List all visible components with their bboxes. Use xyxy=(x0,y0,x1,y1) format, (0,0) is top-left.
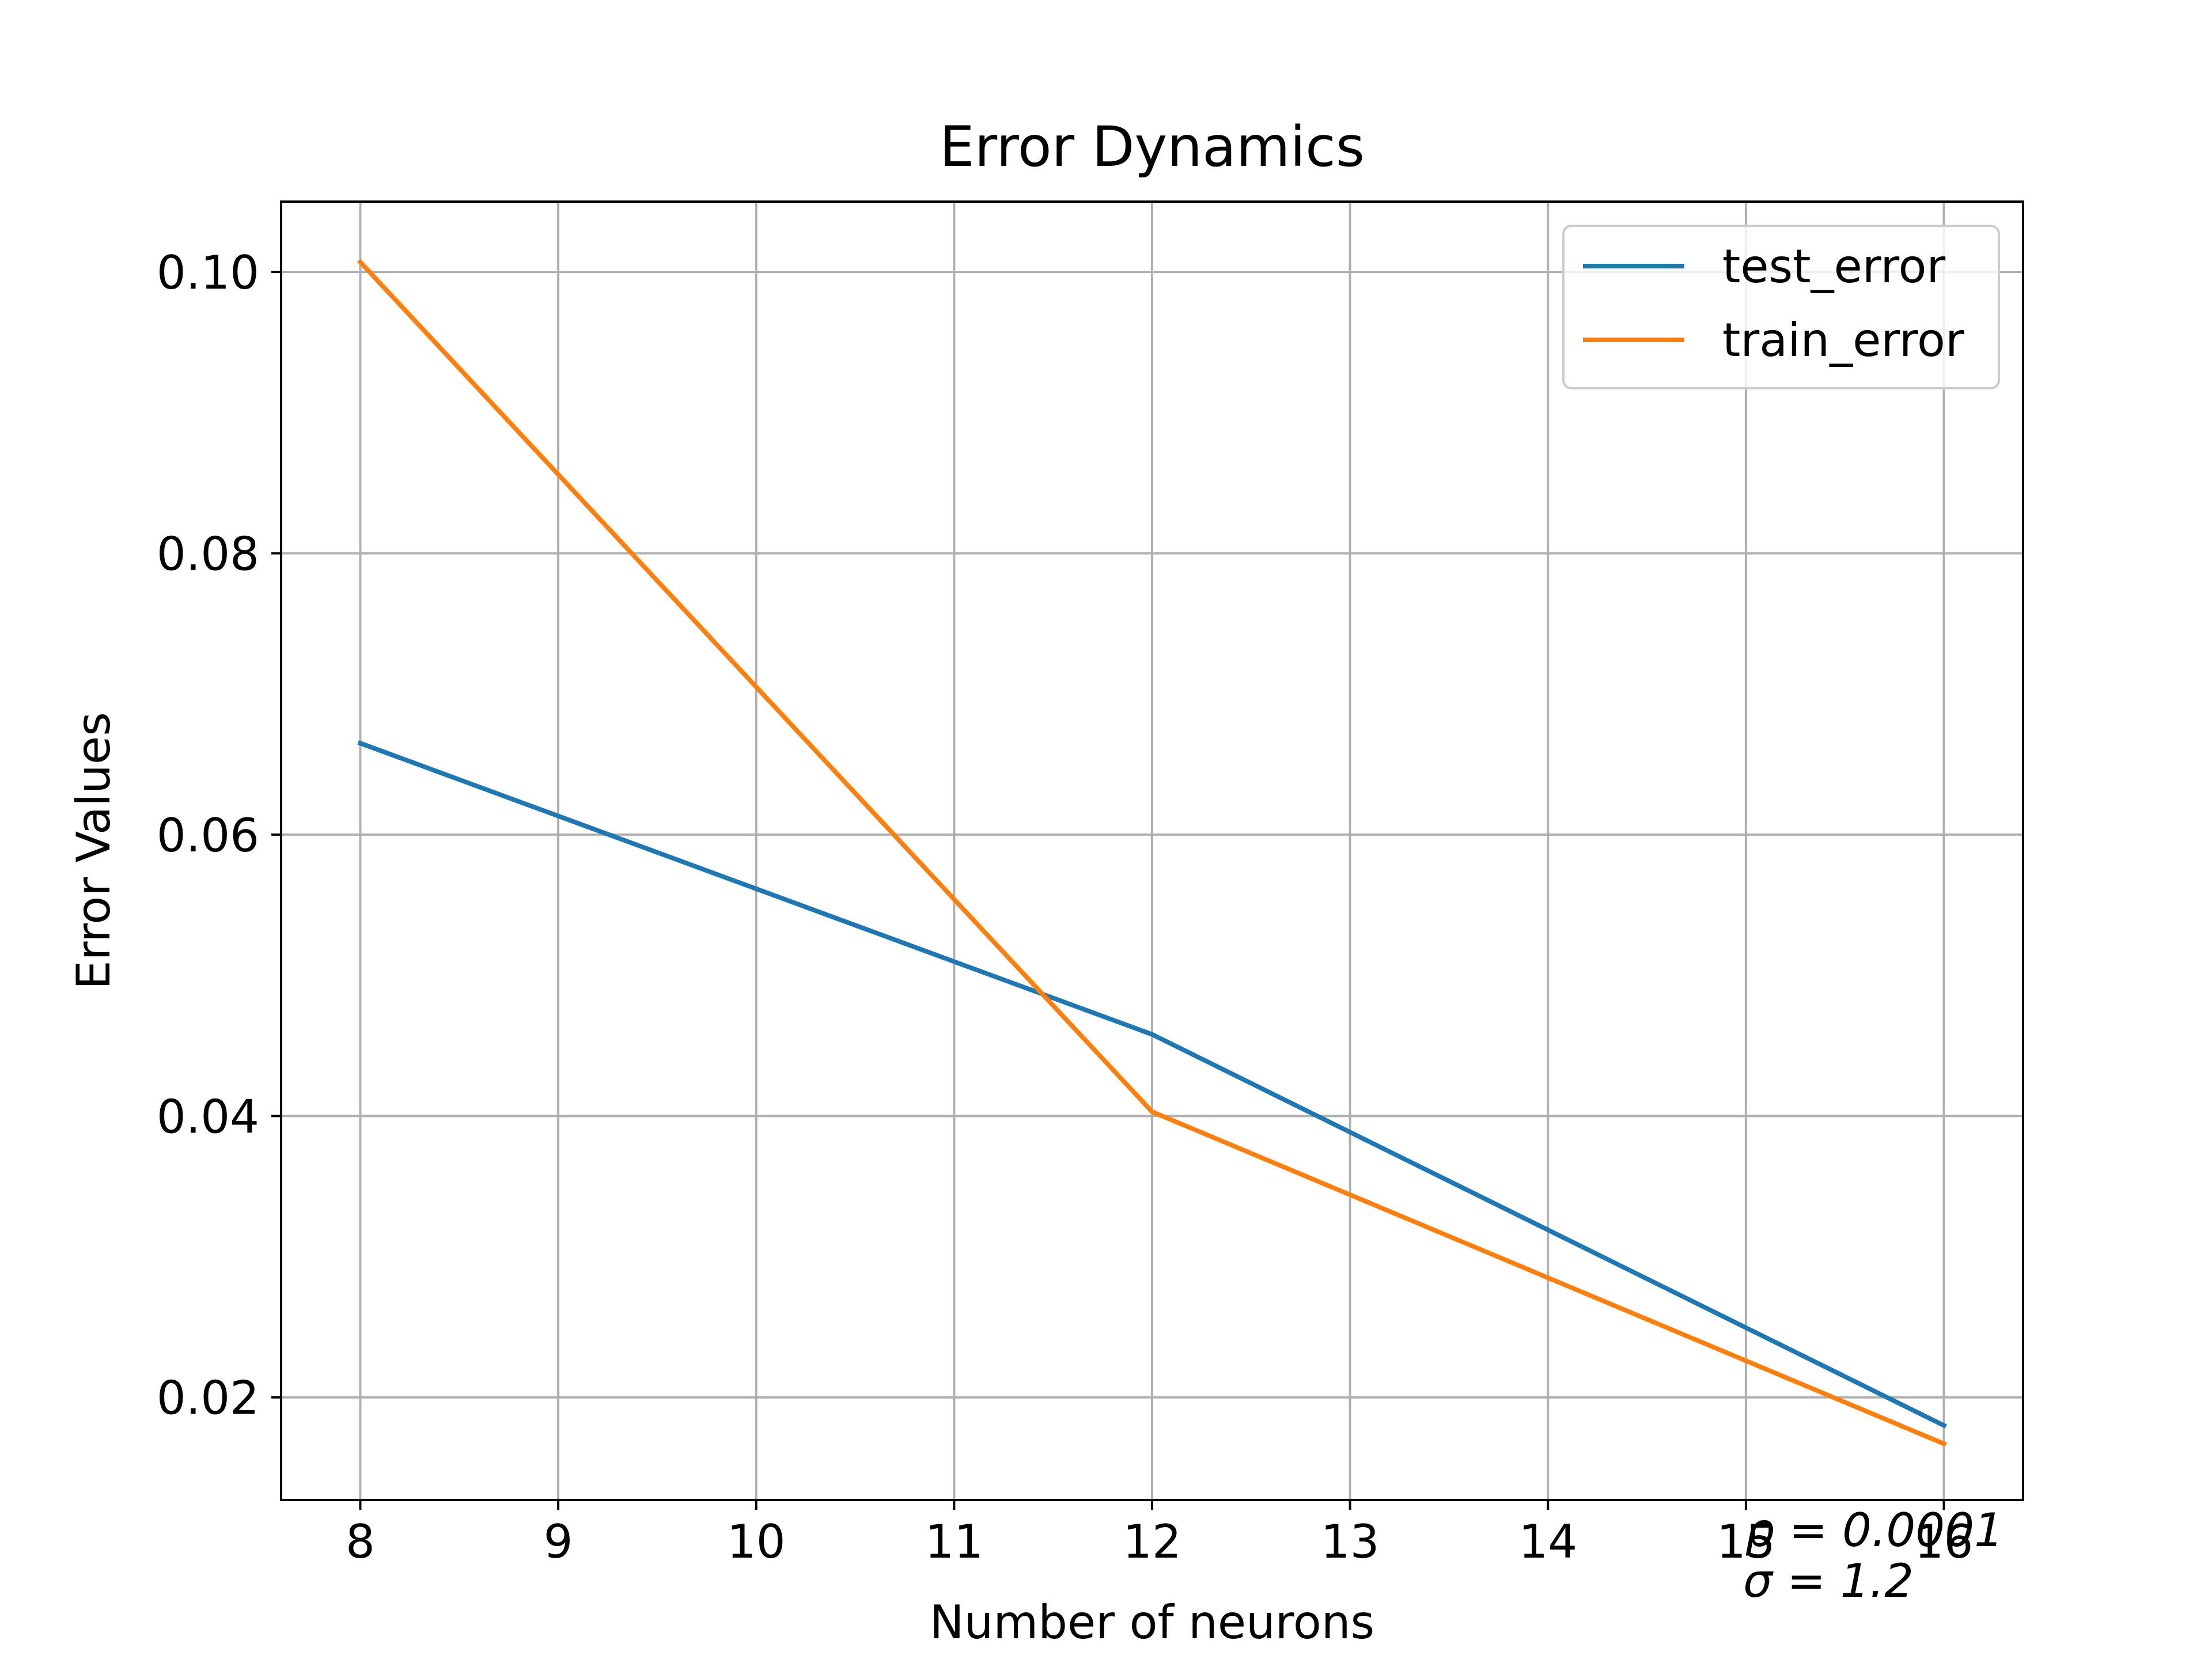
plot-series xyxy=(357,259,1947,1447)
x-tick-label: 11 xyxy=(925,1515,983,1569)
grid-lines xyxy=(281,202,2023,1500)
y-tick-label: 0.08 xyxy=(157,528,259,581)
x-tick-label: 12 xyxy=(1123,1515,1181,1569)
series-line-test-error xyxy=(357,740,1947,1429)
x-tick-label: 14 xyxy=(1518,1515,1577,1569)
legend: test_error train_error xyxy=(1562,225,2000,389)
y-axis-label: Error Values xyxy=(67,712,120,990)
x-tick-label: 15 xyxy=(1717,1515,1775,1569)
x-tick-label: 10 xyxy=(727,1515,786,1569)
annotation-rho: ρ = 0.0001 xyxy=(1745,1503,2003,1557)
series-line-train-error xyxy=(357,259,1947,1447)
axis-ticks: 8 9 10 11 12 13 14 15 16 0.02 0.04 0.06 0.08 0.10 xyxy=(157,246,1974,1569)
y-tick-label: 0.06 xyxy=(157,809,259,862)
legend-label-test-error: test_error xyxy=(1722,240,1945,293)
legend-label-train-error: train_error xyxy=(1722,313,1964,367)
y-tick-label: 0.02 xyxy=(157,1372,259,1425)
y-tick-label: 0.10 xyxy=(157,246,259,300)
chart-title: Error Dynamics xyxy=(940,115,1365,179)
x-tick-label: 8 xyxy=(346,1515,375,1569)
x-tick-label: 9 xyxy=(544,1515,573,1569)
x-tick-label: 16 xyxy=(1915,1515,1974,1569)
x-axis-label: Number of neurons xyxy=(930,1596,1374,1649)
x-tick-label: 13 xyxy=(1321,1515,1380,1569)
annotation-sigma: σ = 1.2 xyxy=(1743,1554,1914,1608)
y-tick-label: 0.04 xyxy=(157,1090,259,1143)
